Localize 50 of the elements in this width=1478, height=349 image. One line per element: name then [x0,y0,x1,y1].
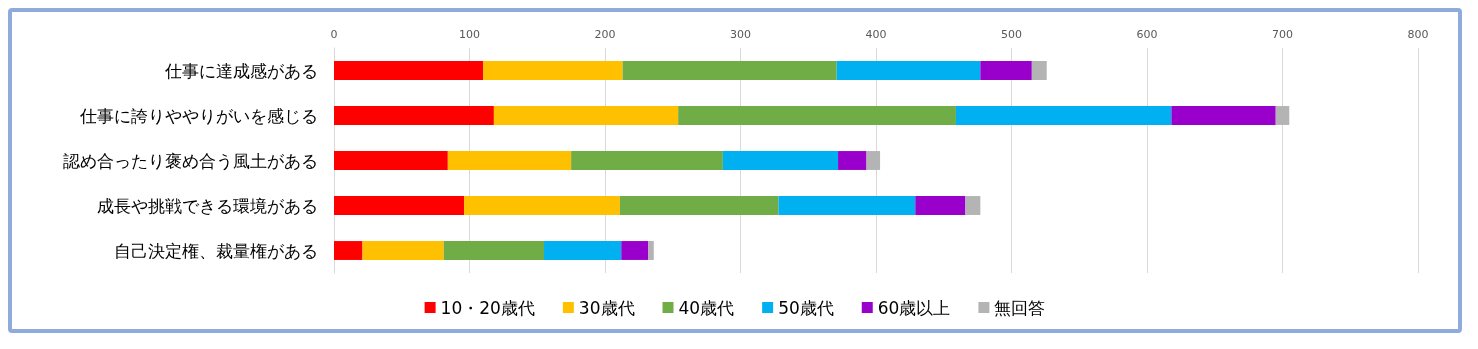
legend-label: 30歳代 [578,297,635,318]
bar [648,241,654,260]
bar [447,151,572,170]
x-tick-label: 700 [1272,28,1293,41]
legend-label: 60歳以上 [877,297,951,318]
bar [838,151,867,170]
y-tick-label: 自己決定権、裁量権がある [114,240,318,261]
bar [571,151,723,170]
x-tick-label: 100 [459,28,480,41]
legend-label: 50歳代 [778,297,834,318]
bar [621,241,649,260]
bar [1031,61,1047,80]
y-tick-label: 仕事に達成感がある [164,60,318,81]
bar [443,241,545,260]
bar [866,151,881,170]
bar [955,106,1172,125]
legend-label: 10・20歳代 [440,297,535,318]
x-tick-label: 300 [730,28,751,41]
bar [334,61,484,80]
bar [464,196,620,215]
bar [622,61,837,80]
bar [334,196,465,215]
bar [722,151,839,170]
legend-label: 40歳代 [678,297,735,318]
bar [619,196,779,215]
x-tick-label: 500 [1001,28,1022,41]
y-tick-label: 成長や挑戦できる環境がある [97,195,318,216]
bar [678,106,956,125]
y-tick-label: 仕事に誇りややりがいを感じる [79,105,318,126]
legend-label: 無回答 [994,297,1046,318]
x-tick-label: 600 [1136,28,1158,41]
bar [980,61,1032,80]
x-tick-label: 0 [330,28,338,41]
bar [1275,106,1290,125]
bar [965,196,981,215]
y-tick-label: 認め合ったり褒め合う風土がある [63,150,318,171]
bar [493,106,679,125]
bar [334,241,363,260]
bar [544,241,622,260]
x-tick-label: 800 [1407,28,1429,41]
bar [334,151,448,170]
bar [483,61,623,80]
bar [915,196,966,215]
bar [836,61,981,80]
bar [778,196,916,215]
x-tick-label: 200 [594,28,616,41]
bar [362,241,444,260]
bar [1171,106,1276,125]
x-tick-label: 400 [865,28,887,41]
bar [334,106,494,125]
